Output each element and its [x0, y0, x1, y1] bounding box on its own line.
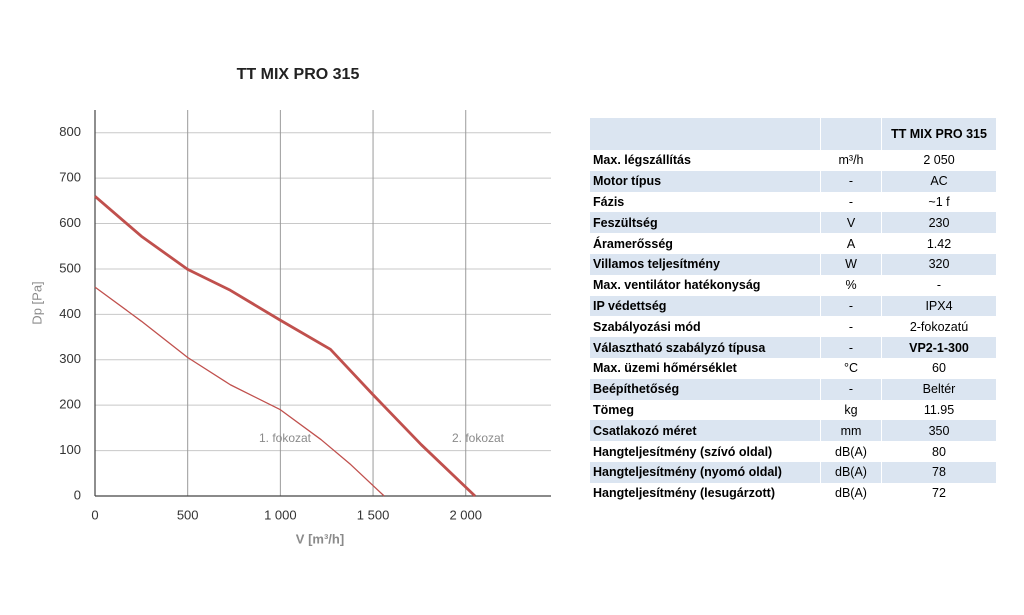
spec-value: 11.95 — [881, 399, 997, 421]
spec-value: Beltér — [881, 378, 997, 400]
spec-unit: mm — [820, 420, 882, 442]
spec-unit: m³/h — [820, 150, 882, 171]
spec-label: Hangteljesítmény (lesugárzott) — [590, 482, 821, 504]
spec-value: 2 050 — [881, 150, 997, 171]
spec-label: Hangteljesítmény (szívó oldal) — [590, 441, 821, 462]
spec-unit: A — [820, 233, 882, 254]
spec-unit: - — [820, 378, 882, 400]
spec-row: Hangteljesítmény (szívó oldal) dB(A) 80 — [590, 441, 997, 462]
x-tick-label: 1 000 — [264, 507, 297, 522]
spec-row: IP védettség - IPX4 — [590, 295, 997, 317]
x-tick-label: 1 500 — [357, 507, 390, 522]
spec-row: Max. üzemi hőmérséklet °C 60 — [590, 357, 997, 379]
y-tick-label: 400 — [59, 306, 81, 321]
spec-unit: % — [820, 274, 882, 296]
spec-unit: kg — [820, 399, 882, 421]
spec-unit: - — [820, 295, 882, 317]
header-blank — [590, 118, 821, 150]
spec-unit: - — [820, 337, 882, 358]
series-line — [94, 195, 476, 498]
spec-value: 320 — [881, 253, 997, 275]
spec-value: ~1 f — [881, 191, 997, 213]
spec-unit: - — [820, 170, 882, 192]
spec-row: Hangteljesítmény (lesugárzott) dB(A) 72 — [590, 482, 997, 504]
spec-label: Csatlakozó méret — [590, 420, 821, 442]
spec-label: Feszültség — [590, 212, 821, 234]
spec-value: 350 — [881, 420, 997, 442]
spec-unit: °C — [820, 357, 882, 379]
spec-row: Motor típus - AC — [590, 170, 997, 192]
spec-row: Max. ventilátor hatékonyság% - — [590, 274, 997, 296]
y-tick-label: 0 — [74, 487, 81, 502]
y-tick-label: 800 — [59, 124, 81, 139]
spec-label: Max. ventilátor hatékonyság — [590, 274, 821, 296]
header-blank — [820, 118, 882, 150]
y-tick-label: 500 — [59, 260, 81, 275]
spec-unit: - — [820, 191, 882, 213]
spec-label: Villamos teljesítmény — [590, 253, 821, 275]
spec-value: 72 — [881, 482, 997, 504]
header-title: TT MIX PRO 315 — [881, 118, 997, 150]
spec-row: Áramerősség A 1.42 — [590, 233, 997, 254]
spec-value: VP2-1-300 — [881, 337, 997, 358]
spec-unit: V — [820, 212, 882, 234]
spec-value: IPX4 — [881, 295, 997, 317]
spec-label: Max. üzemi hőmérséklet — [590, 357, 821, 379]
series-line — [94, 286, 385, 497]
series-label: 2. fokozat — [452, 431, 505, 445]
spec-label: Max. légszállítás — [590, 150, 821, 171]
spec-label: Áramerősség — [590, 233, 821, 254]
spec-row: Beépíthetőség - Beltér — [590, 378, 997, 400]
y-tick-label: 600 — [59, 215, 81, 230]
y-tick-label: 700 — [59, 170, 81, 185]
spec-value: - — [881, 274, 997, 296]
spec-label: Választható szabályzó típusa — [590, 337, 821, 358]
spec-label: Motor típus — [590, 170, 821, 192]
spec-row: Fázis - ~1 f — [590, 191, 997, 213]
chart: TT MIX PRO 315 V [m³/h] Dp [Pa] 0 100 200 3… — [29, 66, 551, 546]
spec-value: 230 — [881, 212, 997, 234]
y-tick-label: 200 — [59, 397, 81, 412]
spec-row: Választható szabályzó típusa - VP2-1-300 — [590, 337, 997, 358]
spec-value: 60 — [881, 357, 997, 379]
spec-unit: - — [820, 316, 882, 338]
chart-title: TT MIX PRO 315 — [237, 66, 360, 83]
spec-row: Csatlakozó méret mm 350 — [590, 420, 997, 442]
spec-label: IP védettség — [590, 295, 821, 317]
spec-value: 1.42 — [881, 233, 997, 254]
spec-unit: dB(A) — [820, 461, 882, 483]
y-tick-label: 100 — [59, 442, 81, 457]
spec-row: Tömeg kg 11.95 — [590, 399, 997, 421]
spec-row: Villamos teljesítmény W 320 — [590, 253, 997, 275]
x-tick-label: 0 — [91, 507, 98, 522]
spec-body: TT MIX PRO 315 Max. légszállítás m³/h 2 05… — [590, 118, 997, 504]
spec-label: Szabályozási mód — [590, 316, 821, 338]
y-axis-label: Dp [Pa] — [29, 281, 44, 324]
series-label: 1. fokozat — [259, 431, 312, 445]
spec-row: Max. légszállítás m³/h 2 050 — [590, 150, 997, 171]
spec-row: Feszültség V 230 — [590, 212, 997, 234]
spec-value: AC — [881, 170, 997, 192]
spec-label: Hangteljesítmény (nyomó oldal) — [590, 461, 821, 483]
x-tick-label: 500 — [177, 507, 199, 522]
y-tick-label: 300 — [59, 351, 81, 366]
spec-label: Beépíthetőség — [590, 378, 821, 400]
spec-value: 80 — [881, 441, 997, 462]
header-row: TT MIX PRO 315 — [590, 118, 997, 150]
spec-unit: dB(A) — [820, 482, 882, 504]
spec-value: 2-fokozatú — [881, 316, 997, 338]
spec-unit: dB(A) — [820, 441, 882, 462]
spec-label: Tömeg — [590, 399, 821, 421]
spec-row: Szabályozási mód -2-fokozatú — [590, 316, 997, 338]
x-tick-label: 2 000 — [449, 507, 482, 522]
spec-table: TT MIX PRO 315 Max. légszállítás m³/h 2 05… — [590, 118, 997, 504]
x-axis-label: V [m³/h] — [296, 531, 344, 546]
spec-row: Hangteljesítmény (nyomó oldal) dB(A) 78 — [590, 461, 997, 483]
spec-value: 78 — [881, 461, 997, 483]
spec-unit: W — [820, 253, 882, 275]
spec-label: Fázis — [590, 191, 821, 213]
